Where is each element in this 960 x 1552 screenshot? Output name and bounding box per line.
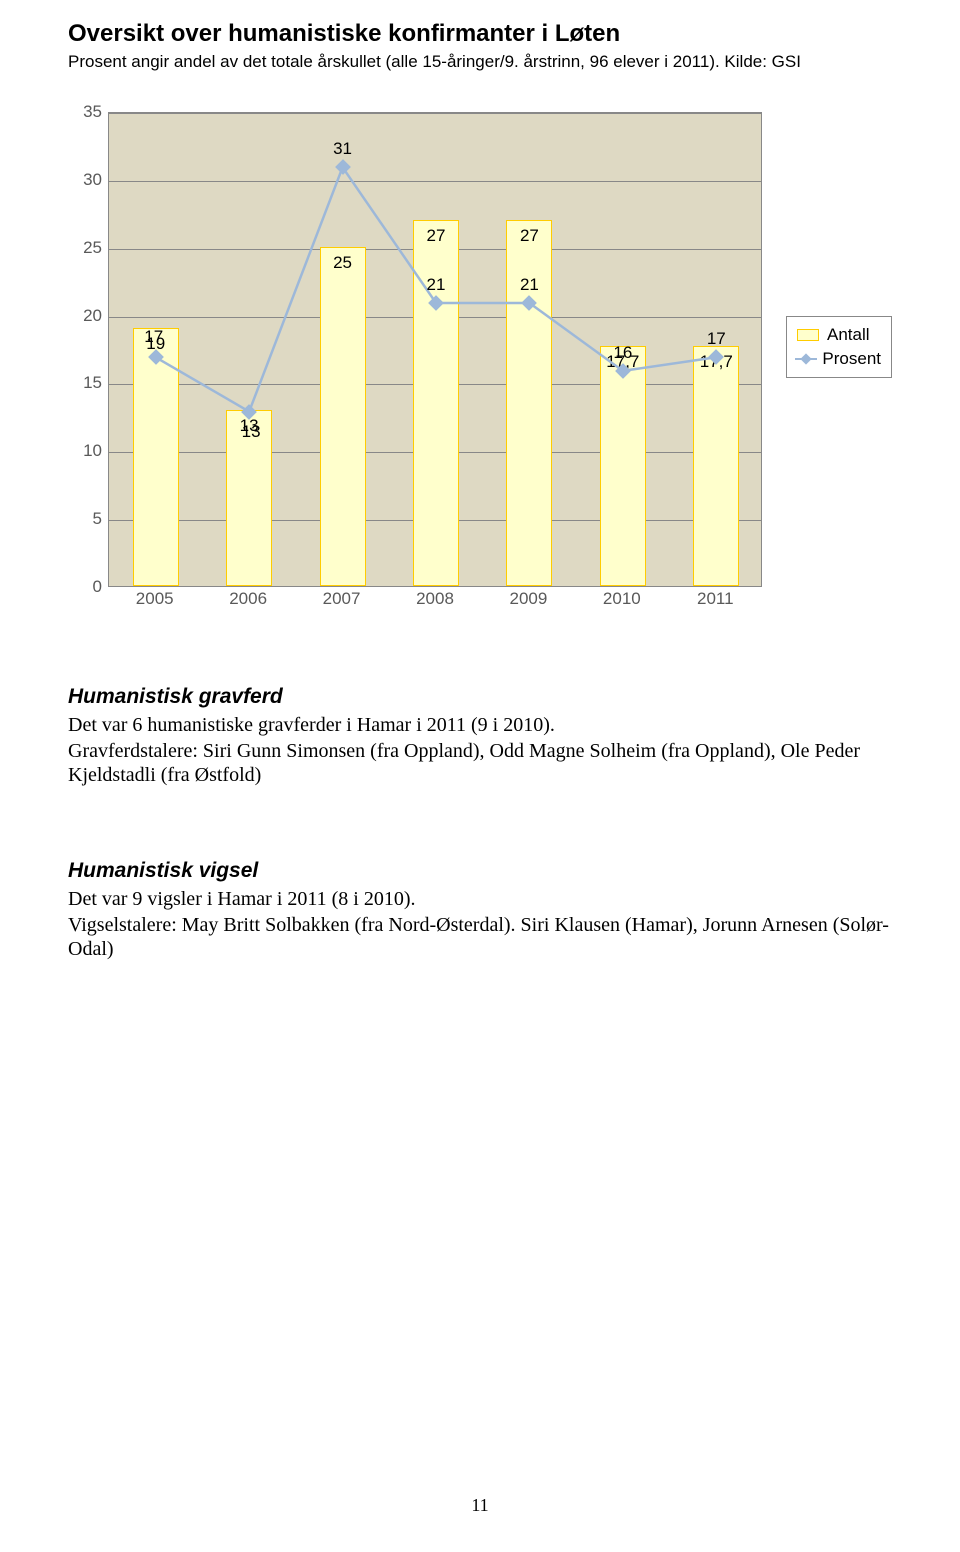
line-value-label: 21 xyxy=(520,275,539,295)
legend-item-bar: Antall xyxy=(797,323,881,347)
x-axis-label: 2008 xyxy=(416,589,454,609)
legend-bar-swatch xyxy=(797,329,819,341)
legend-line-swatch xyxy=(797,355,814,363)
y-axis-label: 5 xyxy=(62,509,102,529)
line-value-label: 17 xyxy=(707,329,726,349)
x-axis-label: 2010 xyxy=(603,589,641,609)
y-axis-label: 15 xyxy=(62,373,102,393)
gravferd-p2: Gravferdstalere: Siri Gunn Simonsen (fra… xyxy=(68,739,892,787)
x-axis-label: 2011 xyxy=(697,589,734,609)
page-title: Oversikt over humanistiske konfirmanter … xyxy=(68,20,892,48)
y-axis-label: 35 xyxy=(62,102,102,122)
chart-bar xyxy=(600,346,646,586)
gravferd-heading: Humanistisk gravferd xyxy=(68,685,892,709)
x-axis-label: 2007 xyxy=(323,589,361,609)
chart-bar xyxy=(133,328,179,586)
legend-bar-label: Antall xyxy=(827,325,870,345)
gridline xyxy=(109,181,761,182)
y-axis-label: 30 xyxy=(62,170,102,190)
x-axis-label: 2006 xyxy=(229,589,267,609)
chart-bar xyxy=(320,247,366,586)
x-axis-label: 2009 xyxy=(510,589,548,609)
chart-container: 191325272717,717,717133121211617 0510152… xyxy=(68,108,892,621)
legend-item-line: Prosent xyxy=(797,347,881,371)
line-value-label: 21 xyxy=(427,275,446,295)
line-value-label: 16 xyxy=(613,343,632,363)
vigsel-p1: Det var 9 vigsler i Hamar i 2011 (8 i 20… xyxy=(68,887,892,911)
page-number: 11 xyxy=(471,1495,488,1516)
gravferd-p1: Det var 6 humanistiske gravferder i Hama… xyxy=(68,713,892,737)
x-axis-label: 2005 xyxy=(136,589,174,609)
vigsel-heading: Humanistisk vigsel xyxy=(68,859,892,883)
bar-value-label: 27 xyxy=(520,226,539,246)
y-axis-label: 25 xyxy=(62,238,102,258)
line-value-label: 17 xyxy=(144,327,163,347)
y-axis-label: 0 xyxy=(62,577,102,597)
y-axis-label: 10 xyxy=(62,441,102,461)
page-subtitle: Prosent angir andel av det totale årskul… xyxy=(68,52,892,72)
vigsel-p2: Vigselstalere: May Britt Solbakken (fra … xyxy=(68,913,892,961)
chart-legend: Antall Prosent xyxy=(786,316,892,378)
bar-value-label: 27 xyxy=(427,226,446,246)
chart-plot-area: 191325272717,717,717133121211617 xyxy=(108,112,762,587)
bar-value-label: 25 xyxy=(333,253,352,273)
gridline xyxy=(109,113,761,114)
line-marker xyxy=(335,160,351,176)
y-axis-label: 20 xyxy=(62,306,102,326)
line-value-label: 13 xyxy=(242,422,261,442)
legend-line-label: Prosent xyxy=(822,349,881,369)
chart-bar xyxy=(693,346,739,586)
line-value-label: 31 xyxy=(333,139,352,159)
